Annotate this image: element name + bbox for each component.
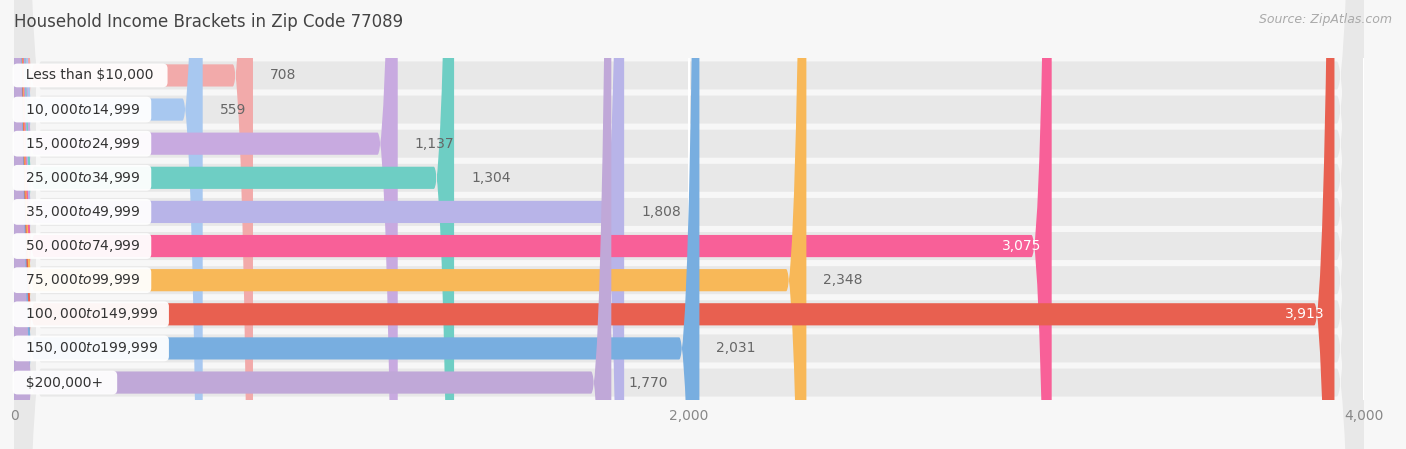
Text: 2,348: 2,348 [824,273,863,287]
FancyBboxPatch shape [14,0,1364,449]
Text: $35,000 to $49,999: $35,000 to $49,999 [17,204,146,220]
Text: $10,000 to $14,999: $10,000 to $14,999 [17,101,146,118]
FancyBboxPatch shape [14,0,1364,449]
Text: $150,000 to $199,999: $150,000 to $199,999 [17,340,165,357]
Text: 708: 708 [270,68,297,83]
FancyBboxPatch shape [14,0,1364,449]
FancyBboxPatch shape [14,0,1052,449]
Text: $15,000 to $24,999: $15,000 to $24,999 [17,136,146,152]
Text: $75,000 to $99,999: $75,000 to $99,999 [17,272,146,288]
Text: 2,031: 2,031 [716,341,756,356]
Text: $25,000 to $34,999: $25,000 to $34,999 [17,170,146,186]
Text: 559: 559 [219,102,246,117]
FancyBboxPatch shape [14,0,1364,449]
Text: 3,913: 3,913 [1285,307,1324,321]
Text: 3,075: 3,075 [1002,239,1042,253]
FancyBboxPatch shape [14,0,1364,449]
Text: $100,000 to $149,999: $100,000 to $149,999 [17,306,165,322]
Text: Source: ZipAtlas.com: Source: ZipAtlas.com [1258,13,1392,26]
FancyBboxPatch shape [14,0,253,449]
Text: $200,000+: $200,000+ [17,375,112,390]
Text: 1,304: 1,304 [471,171,510,185]
FancyBboxPatch shape [14,0,1364,449]
Text: 1,137: 1,137 [415,136,454,151]
FancyBboxPatch shape [14,0,454,449]
FancyBboxPatch shape [14,0,699,449]
FancyBboxPatch shape [14,0,612,449]
FancyBboxPatch shape [14,0,624,449]
Text: $50,000 to $74,999: $50,000 to $74,999 [17,238,146,254]
FancyBboxPatch shape [14,0,807,449]
FancyBboxPatch shape [14,0,1364,449]
FancyBboxPatch shape [14,0,1364,449]
Text: Less than $10,000: Less than $10,000 [17,68,163,83]
Text: 1,808: 1,808 [641,205,681,219]
FancyBboxPatch shape [14,0,202,449]
FancyBboxPatch shape [14,0,1364,449]
Text: 1,770: 1,770 [628,375,668,390]
Text: Household Income Brackets in Zip Code 77089: Household Income Brackets in Zip Code 77… [14,13,404,31]
FancyBboxPatch shape [14,0,1334,449]
FancyBboxPatch shape [14,0,398,449]
FancyBboxPatch shape [14,0,1364,449]
